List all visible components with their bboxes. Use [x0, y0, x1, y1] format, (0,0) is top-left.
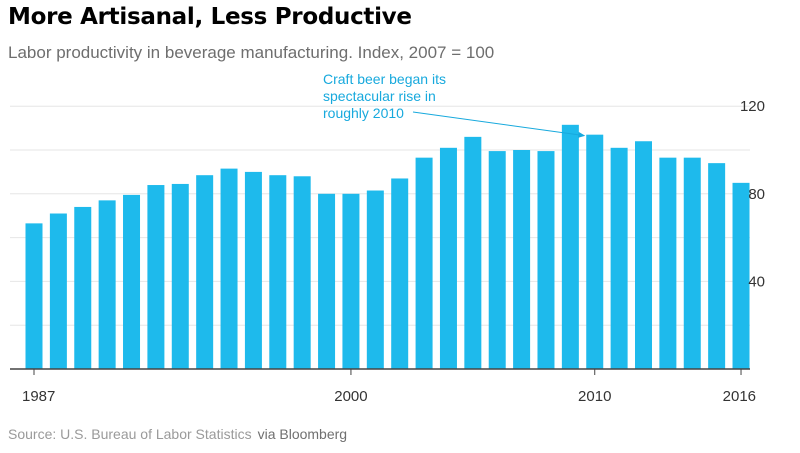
bar-2007: [513, 150, 531, 369]
bar-2005: [464, 136, 482, 369]
bar-2002: [391, 178, 409, 369]
y-tick-label: 80: [748, 186, 765, 203]
bar-1992: [147, 185, 165, 369]
y-tick-label: 40: [748, 273, 765, 290]
annotation-line-2: spectacular rise in: [323, 88, 436, 104]
bar-2008: [537, 151, 555, 369]
bar-1995: [220, 168, 238, 369]
bar-2013: [659, 157, 677, 369]
x-tick-label: 1987: [22, 388, 55, 405]
bar-2011: [610, 147, 628, 369]
bar-2001: [366, 190, 384, 369]
bar-2009: [561, 124, 579, 369]
bar-1989: [74, 206, 92, 369]
x-tick-label: 2016: [723, 388, 756, 405]
bar-1994: [196, 175, 214, 369]
y-tick-label: 120: [740, 98, 765, 115]
bar-2014: [683, 157, 701, 369]
bar-2012: [635, 141, 652, 369]
bar-2010: [586, 134, 604, 369]
bar-2015: [708, 163, 726, 369]
bar-2000: [342, 193, 360, 369]
annotation-line-1: Craft beer began its: [323, 71, 446, 87]
chart-footer: Source: U.S. Bureau of Labor Statistics v…: [8, 426, 347, 442]
bar-1991: [123, 194, 141, 369]
x-tick-label: 2000: [334, 388, 367, 405]
x-axis-ticks: 1987 2000 2010 2016: [22, 369, 756, 405]
annotation-arrow: [412, 111, 586, 138]
annotation-line-3: roughly 2010: [323, 105, 404, 121]
bar-1999: [318, 193, 336, 369]
source-note: Source: U.S. Bureau of Labor Statistics: [8, 426, 252, 442]
bar-1987: [25, 223, 43, 369]
bar-1990: [98, 200, 116, 369]
bar-2016: [732, 182, 750, 369]
bar-chart: 40 80 120 1987 2000 2010 2016 Craft beer bega…: [10, 71, 765, 405]
chart-title: More Artisanal, Less Productive: [8, 4, 412, 30]
annotation: Craft beer began its spectacular rise in…: [323, 71, 586, 138]
bar-2006: [488, 151, 506, 369]
chart-subtitle: Labor productivity in beverage manufactu…: [8, 43, 495, 62]
y-axis-ticks: 40 80 120: [740, 98, 765, 290]
bar-2003: [415, 157, 433, 369]
bar-1996: [244, 171, 262, 369]
via-credit: via Bloomberg: [257, 426, 348, 442]
bar-2004: [439, 147, 457, 369]
bar-1998: [293, 176, 311, 369]
bar-1993: [171, 183, 189, 369]
bar-layer: [25, 124, 750, 369]
x-tick-label: 2010: [578, 388, 611, 405]
bar-1997: [269, 175, 287, 369]
bar-1988: [49, 213, 67, 369]
